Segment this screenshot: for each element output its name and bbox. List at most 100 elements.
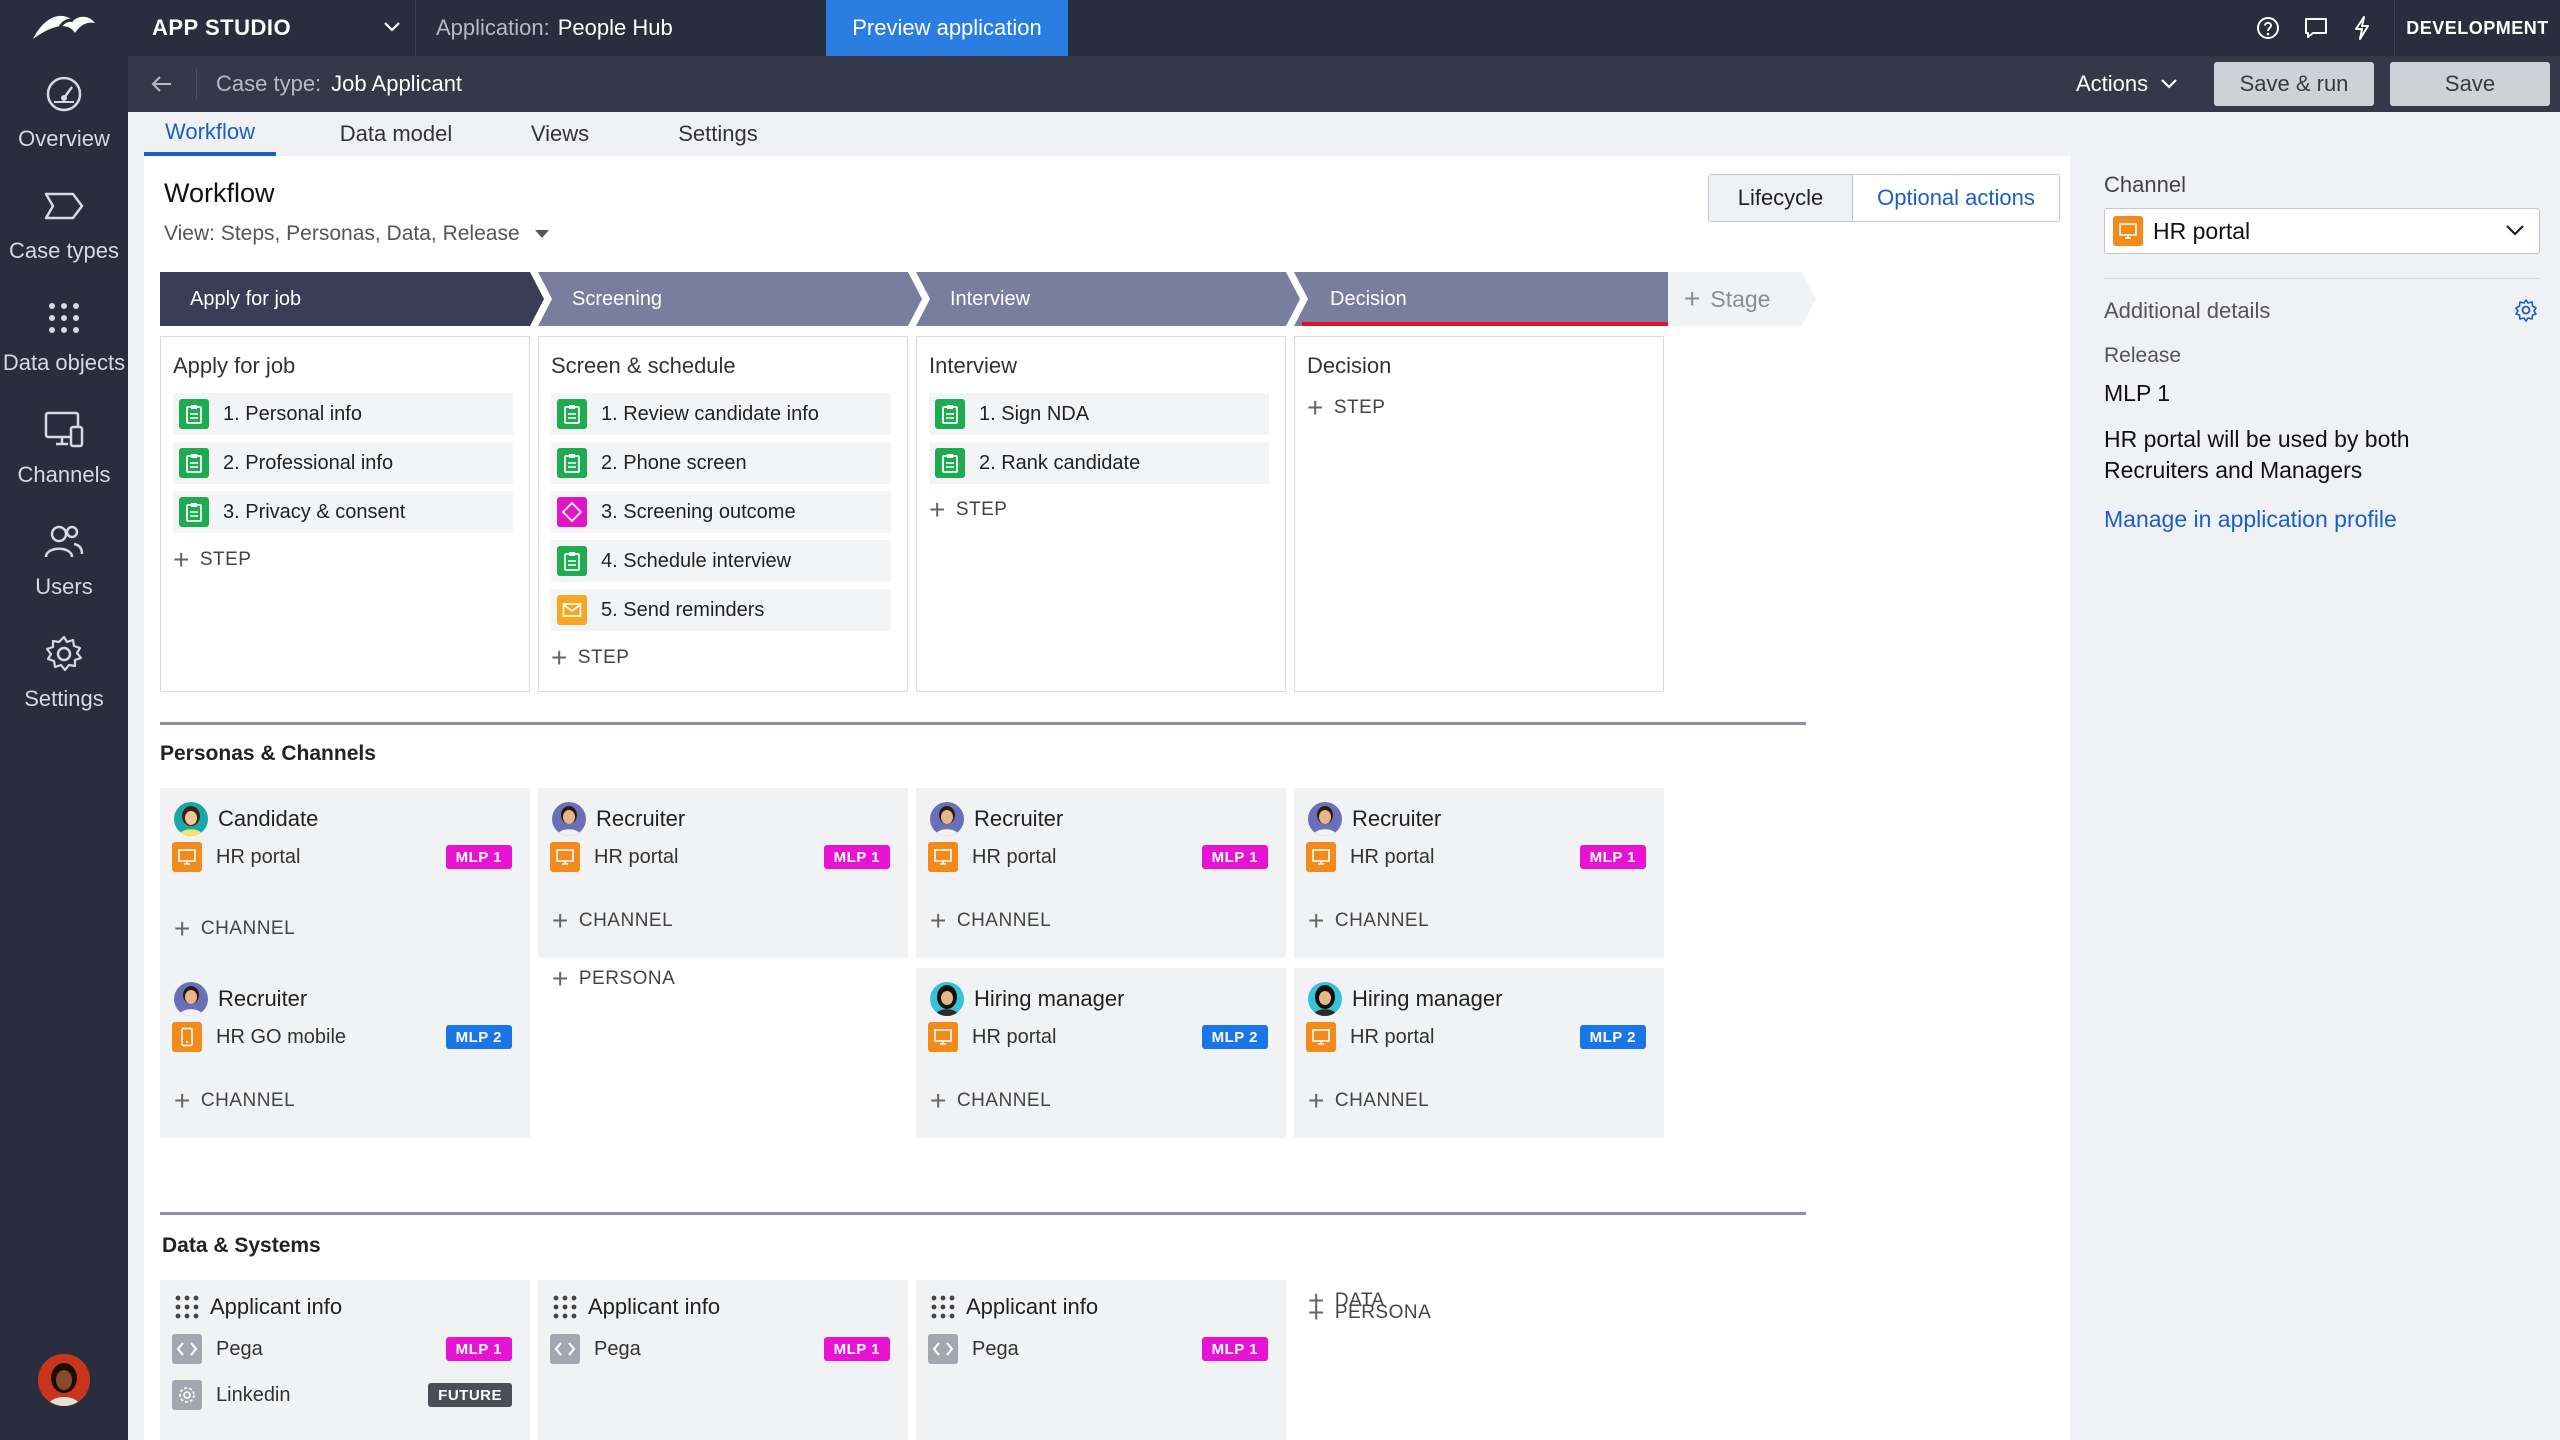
- add-channel-button[interactable]: + CHANNEL: [930, 907, 1052, 935]
- channel-row[interactable]: HR portal MLP 1: [172, 838, 512, 876]
- add-channel-button[interactable]: + CHANNEL: [174, 913, 296, 944]
- step-label: 2. Rank candidate: [979, 451, 1141, 474]
- step-item[interactable]: 1. Review candidate info: [551, 393, 891, 435]
- channel-row[interactable]: HR portal MLP 1: [928, 838, 1268, 876]
- channel-name: HR GO mobile: [216, 1025, 347, 1048]
- form-icon: [179, 399, 209, 429]
- channel-select[interactable]: HR portal: [2104, 208, 2540, 254]
- persona-name: Recruiter: [974, 806, 1064, 831]
- step-label: 3. Screening outcome: [601, 500, 796, 523]
- channel-row[interactable]: HR portal MLP 2: [1306, 1018, 1646, 1056]
- add-step-label: STEP: [1333, 397, 1386, 418]
- gear-icon[interactable]: [2514, 298, 2538, 322]
- tab-workflow[interactable]: Workflow: [144, 112, 276, 156]
- persona-name: Candidate: [218, 806, 319, 831]
- form-icon: [935, 399, 965, 429]
- save-button[interactable]: Save: [2390, 62, 2550, 106]
- connector-icon: [928, 1334, 958, 1364]
- manage-profile-link[interactable]: Manage in application profile: [2104, 506, 2397, 532]
- stage-screening[interactable]: Screening: [538, 272, 922, 326]
- stage-apply-for-job[interactable]: Apply for job: [160, 272, 544, 326]
- step-item[interactable]: 2. Phone screen: [551, 442, 891, 484]
- add-persona-button[interactable]: + PERSONA: [552, 965, 675, 993]
- stage-interview[interactable]: Interview: [916, 272, 1300, 326]
- tab-data-model[interactable]: Data model: [339, 121, 453, 146]
- persona-name: Hiring manager: [1352, 986, 1503, 1011]
- system-row[interactable]: Pega MLP 1: [550, 1330, 890, 1368]
- nav-settings[interactable]: Settings: [0, 618, 128, 718]
- data-name: Applicant info: [588, 1294, 721, 1319]
- channel-row[interactable]: HR portal MLP 1: [550, 838, 890, 876]
- step-item[interactable]: 1. Sign NDA: [929, 393, 1269, 435]
- channel-select-value: HR portal: [2153, 217, 2251, 244]
- add-step-button[interactable]: + STEP: [173, 546, 251, 574]
- step-label: 1. Personal info: [223, 402, 362, 425]
- step-item[interactable]: 2. Rank candidate: [929, 442, 1269, 484]
- help-icon[interactable]: [2254, 14, 2282, 42]
- chat-icon[interactable]: [2302, 14, 2330, 42]
- step-item[interactable]: 1. Personal info: [173, 393, 513, 435]
- persona-name: Recruiter: [596, 806, 686, 831]
- optional-actions-toggle[interactable]: Optional actions: [1853, 175, 2059, 221]
- system-row[interactable]: Linkedin FUTURE: [172, 1376, 512, 1414]
- save-and-run-button[interactable]: Save & run: [2214, 62, 2374, 106]
- add-stage-button[interactable]: + Stage: [1668, 272, 1816, 326]
- data-object-icon: [552, 1294, 578, 1320]
- add-step-button[interactable]: + STEP: [551, 644, 630, 672]
- step-item[interactable]: 2. Professional info: [173, 442, 513, 484]
- portal-icon: [2113, 216, 2143, 246]
- process-title: Screen & schedule: [551, 353, 736, 378]
- add-data-button[interactable]: + DATA: [1308, 1287, 1385, 1315]
- channel-row[interactable]: HR GO mobile MLP 2: [172, 1018, 512, 1056]
- data-name: Applicant info: [210, 1294, 343, 1319]
- view-selector[interactable]: View: Steps, Personas, Data, Release: [164, 222, 550, 246]
- back-button[interactable]: [144, 70, 180, 98]
- step-item[interactable]: 4. Schedule interview: [551, 540, 891, 582]
- system-row[interactable]: Pega MLP 1: [928, 1330, 1268, 1368]
- case-type-bar: Case type: Job Applicant Actions Save & …: [128, 56, 2560, 112]
- plus-icon: +: [1307, 392, 1324, 423]
- add-channel-button[interactable]: + CHANNEL: [930, 1087, 1051, 1115]
- step-item[interactable]: 5. Send reminders: [551, 589, 891, 631]
- connector-icon: [550, 1334, 580, 1364]
- add-persona-button[interactable]: + PERSONA: [1308, 1299, 1431, 1327]
- channel-row[interactable]: HR portal MLP 1: [1306, 838, 1646, 876]
- add-channel-label: CHANNEL: [956, 910, 1052, 931]
- stage-decision[interactable]: Decision: [1294, 272, 1668, 326]
- nav-channels[interactable]: Channels: [0, 394, 128, 494]
- case-type-title: Case type: Job Applicant: [216, 56, 462, 112]
- add-channel-button[interactable]: + CHANNEL: [174, 1087, 295, 1115]
- release-badge: MLP 1: [445, 845, 512, 869]
- add-channel-label: CHANNEL: [200, 918, 296, 939]
- nav-case-types[interactable]: Case types: [0, 170, 128, 270]
- preview-application-button[interactable]: Preview application: [826, 0, 1068, 56]
- data-object-icon: [174, 1294, 200, 1320]
- nav-data-objects[interactable]: Data objects: [0, 282, 128, 382]
- add-step-label: STEP: [577, 647, 630, 668]
- add-channel-button[interactable]: + CHANNEL: [1308, 1087, 1429, 1115]
- plus-icon: +: [174, 913, 191, 944]
- lifecycle-toggle[interactable]: Lifecycle: [1709, 175, 1853, 221]
- actions-menu[interactable]: Actions: [2076, 56, 2178, 112]
- add-channel-button[interactable]: + CHANNEL: [552, 907, 673, 935]
- data-name: Applicant info: [966, 1294, 1099, 1319]
- studio-switcher[interactable]: APP STUDIO: [128, 0, 416, 56]
- tab-settings[interactable]: Settings: [678, 121, 758, 146]
- user-avatar[interactable]: [38, 1354, 90, 1406]
- add-step-button[interactable]: + STEP: [929, 496, 1007, 524]
- recruiter-avatar: [174, 982, 208, 1016]
- mobile-icon: [172, 1022, 202, 1052]
- tab-views[interactable]: Views: [530, 121, 590, 146]
- nav-users[interactable]: Users: [0, 506, 128, 606]
- step-label: 4. Schedule interview: [601, 549, 792, 572]
- step-item[interactable]: 3. Screening outcome: [551, 491, 891, 533]
- step-item[interactable]: 3. Privacy & consent: [173, 491, 513, 533]
- add-step-button[interactable]: + STEP: [1307, 392, 1386, 423]
- channel-row[interactable]: HR portal MLP 2: [928, 1018, 1268, 1056]
- logo[interactable]: [0, 0, 128, 56]
- lightning-icon[interactable]: [2348, 14, 2376, 42]
- nav-overview[interactable]: Overview: [0, 58, 128, 158]
- step-label: 2. Phone screen: [601, 451, 747, 474]
- system-row[interactable]: Pega MLP 1: [172, 1330, 512, 1368]
- add-channel-button[interactable]: + CHANNEL: [1308, 907, 1429, 935]
